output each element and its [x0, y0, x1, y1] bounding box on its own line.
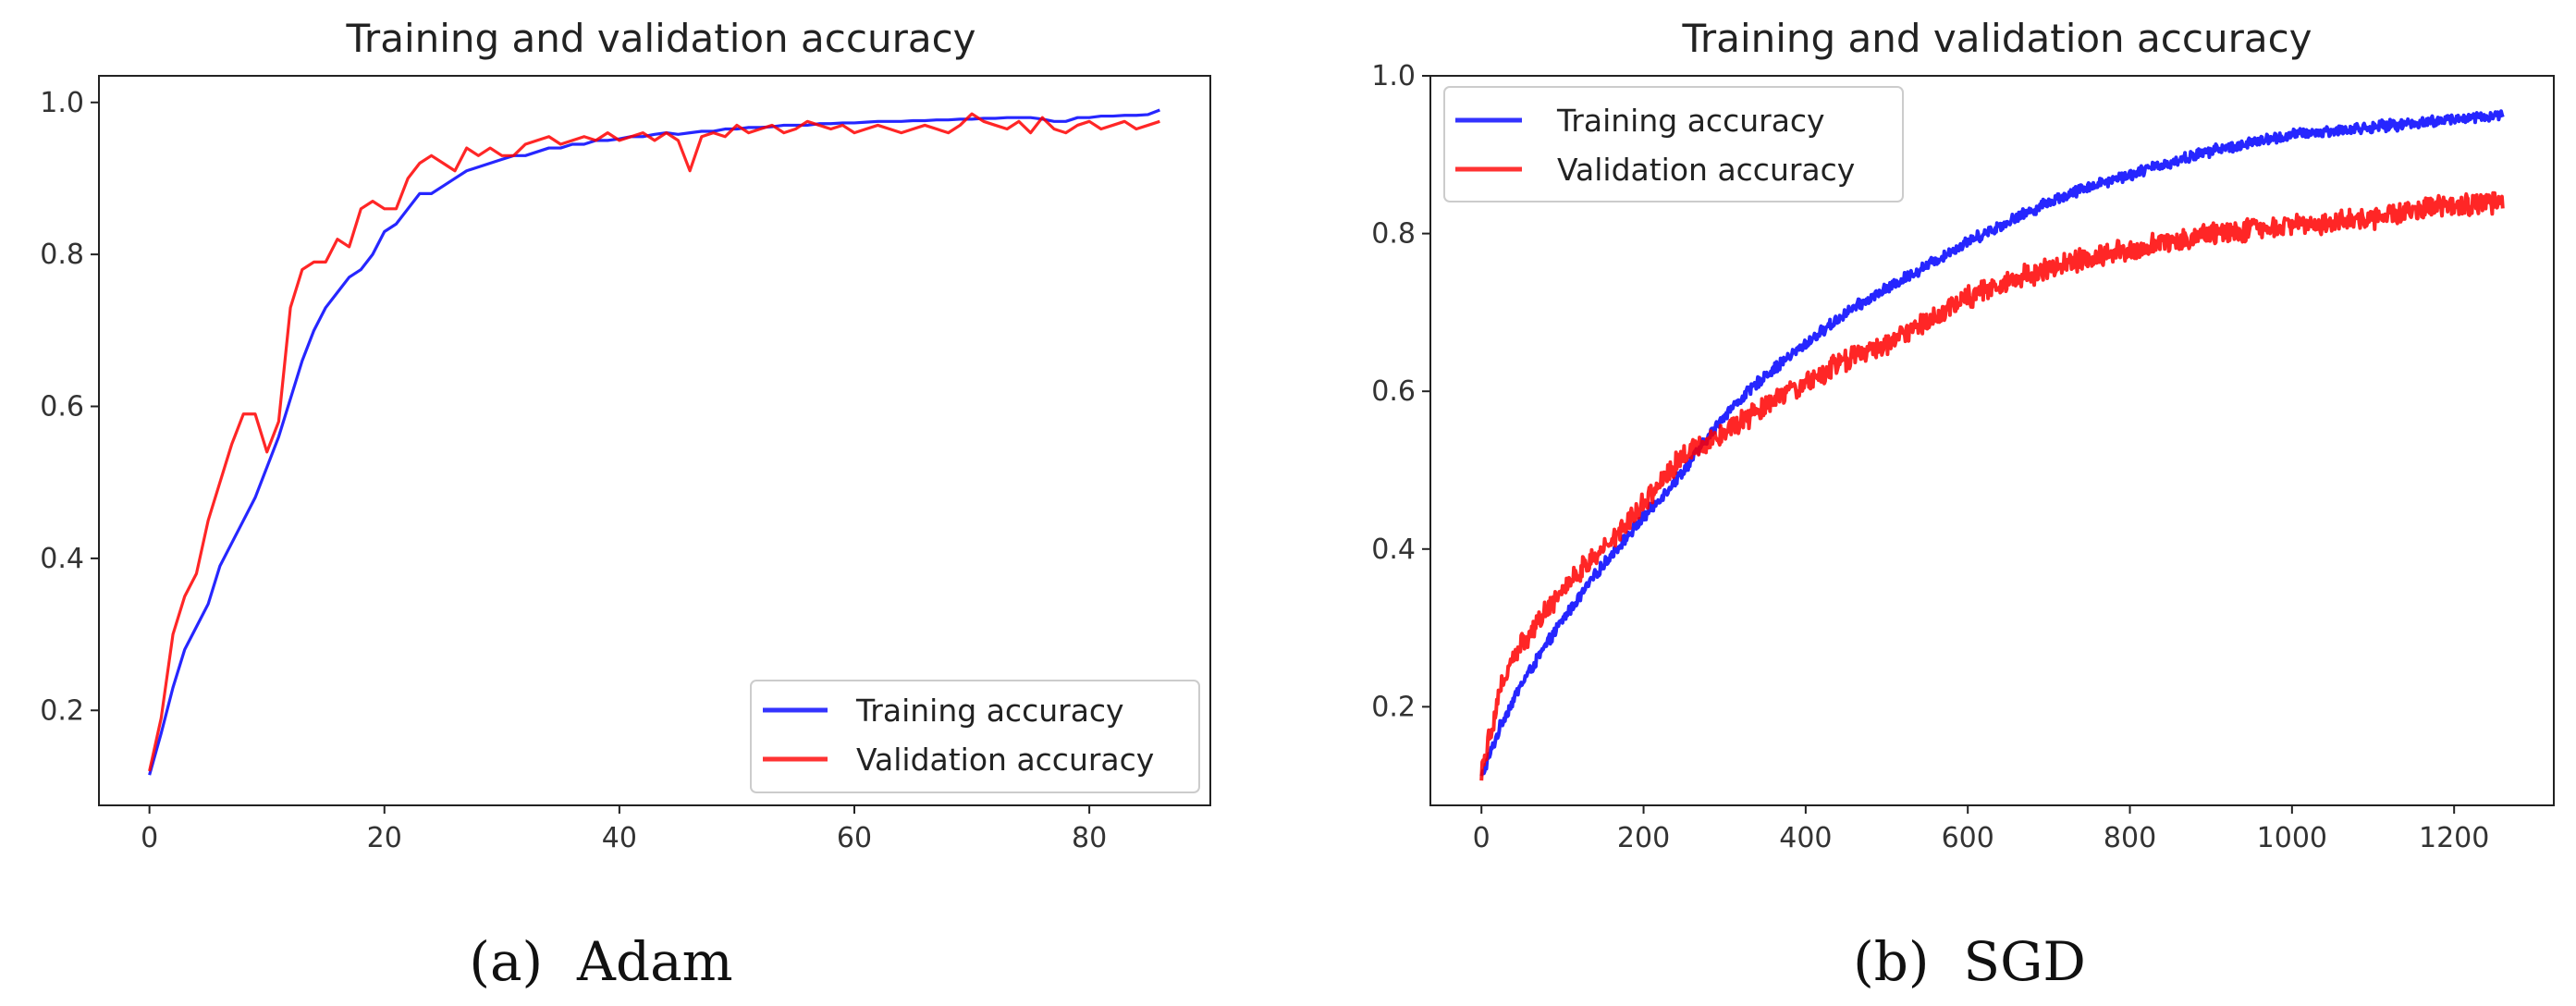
sgd-ytick-label: 0.6 — [1371, 375, 1416, 408]
sgd-legend: Training accuracy Validation accuracy — [1443, 86, 1904, 202]
adam-title: Training and validation accuracy — [345, 16, 975, 61]
adam-series-training-line — [148, 108, 1160, 776]
adam-ytick-label: 0.6 — [40, 391, 84, 423]
adam-legend: Training accuracy Validation accuracy — [750, 680, 1200, 793]
sgd-series-validation-line — [1479, 190, 2505, 781]
adam-ytick-label: 0.2 — [40, 694, 84, 727]
adam-xtick-label: 60 — [837, 822, 872, 854]
adam-ytick-label: 0.8 — [40, 239, 84, 271]
adam-legend-box — [750, 680, 1200, 793]
sgd-xtick-label: 1000 — [2257, 822, 2327, 854]
chart-adam: Training and validation accuracy 0.20.40… — [40, 16, 1211, 993]
adam-series-validation-line — [148, 112, 1160, 772]
adam-lines — [148, 108, 1160, 776]
adam-ytick-label: 0.4 — [40, 543, 84, 575]
adam-xticks: 0 20 40 60 80 — [141, 805, 1107, 854]
sgd-legend-validation-label: Validation accuracy — [1557, 152, 1855, 188]
adam-xtick-label: 80 — [1072, 822, 1107, 854]
sgd-legend-box — [1443, 86, 1904, 202]
sgd-ytick-label: 0.4 — [1371, 534, 1416, 566]
sgd-xtick-label: 600 — [1942, 822, 1994, 854]
adam-axes-frame — [98, 75, 1211, 806]
adam-legend-validation-label: Validation accuracy — [856, 742, 1154, 778]
sgd-lines — [1479, 109, 2505, 781]
sgd-ytick-label: 1.0 — [1371, 60, 1416, 92]
sgd-xtick-label: 200 — [1617, 822, 1670, 854]
adam-legend-training-label: Training accuracy — [855, 693, 1124, 729]
sgd-xtick-label: 1200 — [2419, 822, 2489, 854]
chart-sgd: Training and validation accuracy 0.20.40… — [1371, 16, 2555, 993]
sgd-xtick-label: 0 — [1473, 822, 1490, 854]
sgd-xticks: 0 200 400 600 800 1000 1200 — [1473, 805, 2489, 854]
adam-xtick-label: 40 — [602, 822, 637, 854]
sgd-title: Training and validation accuracy — [1681, 16, 2312, 61]
sgd-axes-frame — [1429, 75, 2555, 806]
sgd-xtick-label: 400 — [1779, 822, 1832, 854]
sgd-xtick-label: 800 — [2104, 822, 2156, 854]
sgd-yticks: 0.2 0.4 0.6 0.8 1.0 — [1371, 60, 1430, 723]
adam-xtick-label: 20 — [367, 822, 402, 854]
sgd-ytick-label: 0.8 — [1371, 218, 1416, 251]
sgd-ytick-label: 0.2 — [1371, 691, 1416, 723]
sgd-caption: (b) SGD — [1853, 930, 2086, 993]
adam-yticks: 0.2 0.4 0.6 0.8 1.0 — [40, 87, 99, 727]
adam-xtick-label: 0 — [141, 822, 158, 854]
adam-caption: (a) Adam — [469, 930, 732, 993]
adam-ytick-label: 1.0 — [40, 87, 84, 119]
sgd-legend-training-label: Training accuracy — [1556, 103, 1825, 139]
